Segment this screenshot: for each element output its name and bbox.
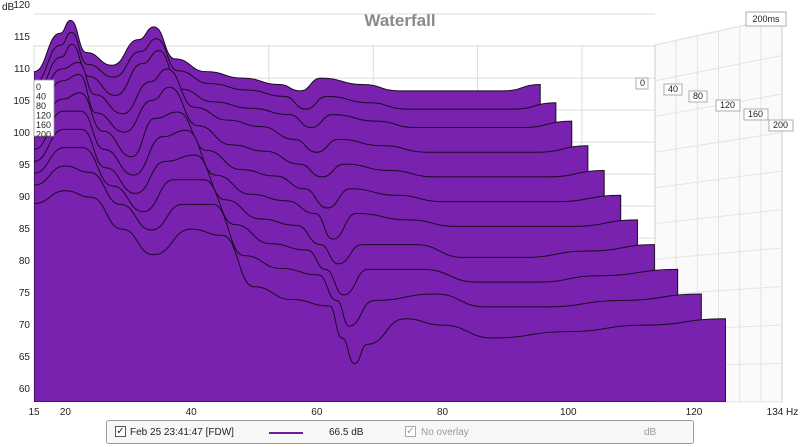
series-checkbox[interactable]: ✓	[115, 426, 126, 437]
y-tick-label: 65	[19, 352, 31, 363]
time-tick-box	[743, 108, 769, 121]
time-tick-label: 80	[693, 91, 703, 101]
time-axis: 0 40 80 120 160 200	[635, 77, 794, 132]
series-label: Feb 25 23:41:47 [FDW]	[130, 427, 234, 438]
time-tick-left-label: 40	[36, 92, 46, 102]
time-tick-label: 120	[720, 100, 735, 110]
time-tick-label: 40	[668, 84, 678, 94]
y-tick-label: 80	[19, 256, 31, 267]
overlay-label: No overlay	[421, 427, 469, 438]
time-tick-box	[663, 83, 683, 96]
y-tick-label: 75	[19, 288, 31, 299]
x-axis: 15 20 40 60 80 100 120 134	[28, 407, 783, 418]
y-tick-label: 115	[14, 32, 30, 43]
time-tick-label: 160	[748, 109, 763, 119]
time-tick-label: 200	[773, 120, 788, 130]
y-axis: 120 115 110 105 100 95 90 85 80 75 70 65 60	[13, 0, 30, 395]
waterfall-slices	[34, 19, 726, 402]
time-tick-left-label: 80	[36, 101, 46, 111]
time-tick-left-label: 160	[36, 120, 51, 130]
x-tick-label: 15	[28, 407, 40, 418]
x-tick-label: 100	[560, 407, 577, 418]
y-tick-label: 110	[14, 64, 30, 75]
time-tick-label: 0	[640, 78, 645, 88]
waterfall-slice-200	[34, 190, 726, 402]
chart-title: Waterfall	[364, 11, 435, 30]
x-tick-label: 80	[437, 407, 449, 418]
y-tick-label: 90	[19, 192, 31, 203]
time-tick-box	[688, 90, 708, 103]
overlay-checkbox[interactable]: ✓	[405, 426, 416, 437]
time-range-label: 200ms	[752, 14, 780, 24]
x-tick-label: 134	[767, 407, 784, 418]
series-value: 66.5 dB	[329, 427, 364, 438]
overlay-unit: dB	[644, 427, 657, 438]
y-tick-label: 120	[13, 0, 30, 11]
y-tick-label: 85	[19, 224, 31, 235]
time-tick-box	[768, 119, 794, 132]
y-tick-label: 70	[19, 320, 31, 331]
y-tick-label: 100	[13, 128, 30, 139]
time-tick-box	[635, 77, 649, 90]
x-tick-label: 40	[186, 407, 198, 418]
x-tick-label: 20	[60, 407, 72, 418]
time-tick-box	[715, 99, 741, 112]
x-tick-label: 120	[686, 407, 703, 418]
time-tick-left-label: 200	[36, 130, 51, 140]
time-range-label-box	[745, 11, 787, 27]
legend-bar: ✓ Feb 25 23:41:47 [FDW] 66.5 dB ✓ No ove…	[106, 420, 694, 444]
y-tick-label: 60	[19, 384, 31, 395]
x-unit-label: Hz	[786, 407, 798, 418]
time-tick-left-label: 0	[36, 82, 41, 92]
y-tick-label: 95	[19, 160, 31, 171]
y-tick-label: 105	[13, 96, 30, 107]
time-tick-left-label: 120	[36, 111, 51, 121]
time-tick-left-box	[33, 79, 55, 137]
series-swatch	[269, 432, 303, 434]
y-unit-label: dB	[2, 2, 15, 13]
x-tick-label: 60	[311, 407, 323, 418]
